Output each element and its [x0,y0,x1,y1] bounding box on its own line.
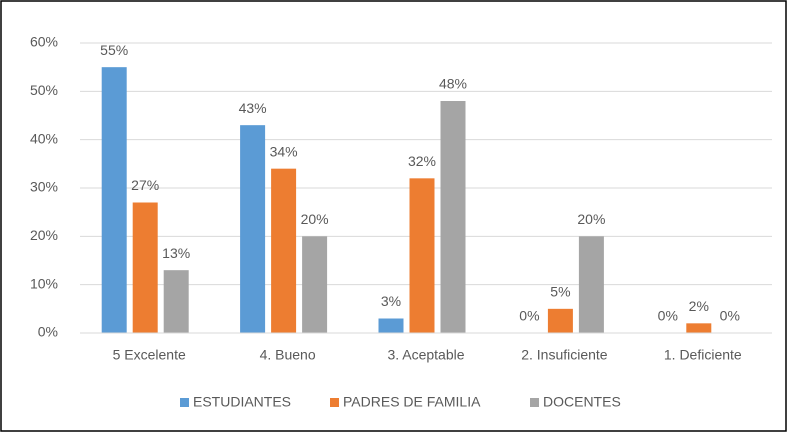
bar [409,178,435,333]
x-tick-label: 5 Excelente [113,347,186,363]
y-tick-label: 40% [30,130,58,146]
y-tick-label: 0% [38,324,58,340]
bar [686,323,712,333]
data-label: 0% [658,308,678,324]
x-tick-label: 3. Aceptable [387,347,464,363]
data-label: 2% [689,298,709,314]
data-label: 20% [577,211,605,227]
bar [240,125,266,334]
data-label: 32% [408,153,436,169]
x-tick-label: 4. Bueno [260,347,316,363]
data-label: 55% [100,42,128,58]
bar [163,270,189,333]
y-tick-label: 20% [30,227,58,243]
legend-label: PADRES DE FAMILIA [343,394,481,410]
data-label: 13% [162,245,190,261]
data-label: 3% [381,293,401,309]
bar [302,236,328,333]
y-tick-label: 10% [30,275,58,291]
data-label: 20% [301,211,329,227]
bar [132,202,158,333]
data-label: 5% [550,284,570,300]
data-label: 27% [131,177,159,193]
bar [378,318,404,333]
legend-swatch [180,398,189,407]
legend-label: ESTUDIANTES [193,394,291,410]
legend-label: DOCENTES [543,394,621,410]
bar [271,168,297,333]
y-tick-label: 30% [30,179,58,195]
bar [578,236,604,333]
data-label: 0% [720,308,740,324]
legend-swatch [330,398,339,407]
data-label: 0% [519,308,539,324]
bar [547,308,573,333]
x-tick-label: 2. Insuficiente [521,347,608,363]
bar [101,67,127,334]
bar [440,101,466,333]
data-label: 48% [439,76,467,92]
y-tick-label: 50% [30,82,58,98]
legend-swatch [530,398,539,407]
data-label: 43% [239,100,267,116]
data-label: 34% [270,143,298,159]
y-tick-label: 60% [30,34,58,50]
x-tick-label: 1. Deficiente [664,347,742,363]
